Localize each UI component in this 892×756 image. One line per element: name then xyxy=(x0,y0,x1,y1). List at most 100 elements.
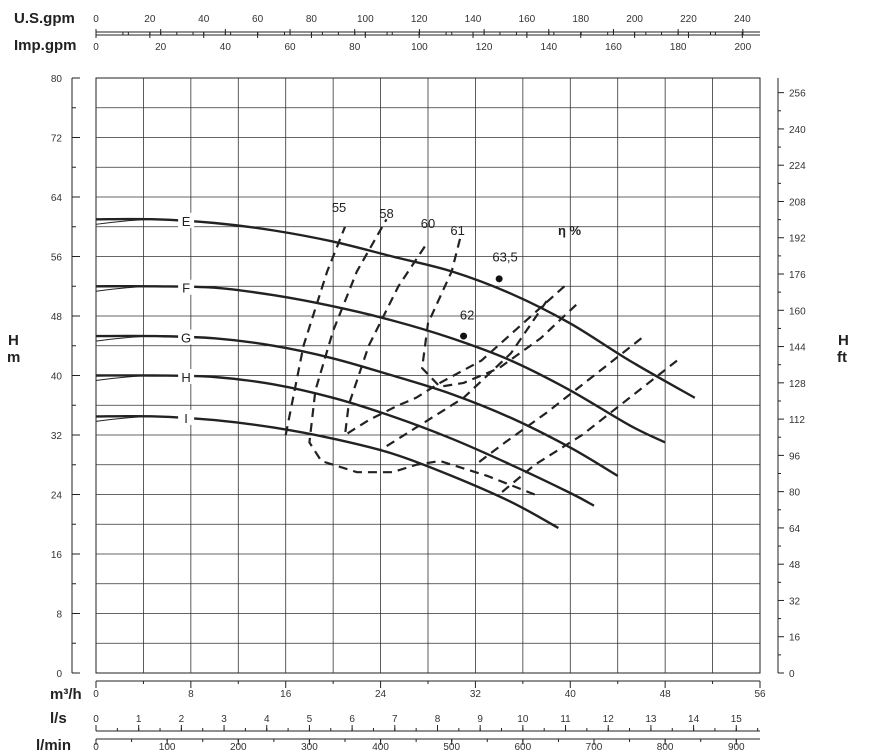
y-tick-label-ft: 64 xyxy=(789,524,801,535)
x-scale-usgpm-tick-label: 160 xyxy=(519,14,536,25)
efficiency-label: η % xyxy=(558,223,582,238)
x-scale-usgpm-tick-label: 100 xyxy=(357,14,374,25)
x-tick-label-m3h: 24 xyxy=(375,689,387,700)
x-scale-lmin-tick-label: 600 xyxy=(515,742,532,753)
x-scale-lmin-tick-label: 900 xyxy=(728,742,745,753)
x-scale-ls-tick-label: 8 xyxy=(435,714,441,725)
x-scale-impgpm-tick-label: 0 xyxy=(93,42,99,53)
x-scale-ls-tick-label: 0 xyxy=(93,714,99,725)
head-curves: E F G H I 63,5 62 xyxy=(95,212,696,530)
x-scale-ls-tick-label: 7 xyxy=(392,714,398,725)
x-scale-lmin-tick-label: 300 xyxy=(301,742,318,753)
x-scale-impgpm-tick-label: 180 xyxy=(670,42,687,53)
curve-label-i: I xyxy=(184,411,188,426)
x-scale-lmin-tick-label: 500 xyxy=(443,742,460,753)
curve-label-e: E xyxy=(182,214,191,229)
x-scale-lmin-tick-label: 200 xyxy=(230,742,247,753)
x-scale-usgpm-tick-label: 20 xyxy=(144,14,156,25)
x-tick-label-m3h: 48 xyxy=(660,689,672,700)
head-curve-lead-i xyxy=(95,415,156,422)
x-tick-label-m3h: 32 xyxy=(470,689,482,700)
x-scale-ls-tick-label: 4 xyxy=(264,714,270,725)
y-tick-label-ft: 240 xyxy=(789,125,806,136)
head-m-unit: m xyxy=(7,349,20,366)
efficiency-iso-curve xyxy=(474,337,643,466)
best-efficiency-label: 63,5 xyxy=(492,250,517,265)
x-scale-usgpm-tick-label: 200 xyxy=(626,14,643,25)
efficiency-iso-curve xyxy=(284,226,347,436)
y-tick-label-m: 48 xyxy=(51,312,63,323)
y-tick-label-ft: 160 xyxy=(789,306,806,317)
y-tick-label-ft: 32 xyxy=(789,596,801,607)
x-scale-ls-tick-label: 12 xyxy=(603,714,615,725)
head-ft-h: H xyxy=(838,332,849,349)
x-scale-impgpm-tick-label: 40 xyxy=(220,42,232,53)
y-tick-label-ft: 192 xyxy=(789,234,806,245)
x-scale-impgpm-tick-label: 200 xyxy=(734,42,751,53)
y-tick-label-m: 32 xyxy=(51,431,63,442)
y-tick-label-ft: 256 xyxy=(789,89,806,100)
best-efficiency-label: 62 xyxy=(460,308,474,323)
efficiency-curves: 55 58 60 61 xyxy=(284,200,678,496)
x-scale-ls-tick-label: 13 xyxy=(645,714,657,725)
curve-label-bg xyxy=(178,279,195,295)
y-tick-label-ft: 80 xyxy=(789,488,801,499)
x-scale-lmin-tick-label: 800 xyxy=(657,742,674,753)
y-tick-label-ft: 128 xyxy=(789,379,806,390)
y-tick-label-m: 56 xyxy=(51,253,63,264)
head-curve-lead-h xyxy=(95,375,156,381)
x-tick-label-m3h: 40 xyxy=(565,689,577,700)
x-scale-ls-tick-label: 10 xyxy=(517,714,529,725)
imp-gpm-unit: Imp.gpm xyxy=(14,37,77,54)
y-tick-label-ft: 144 xyxy=(789,343,806,354)
y-tick-label-ft: 48 xyxy=(789,560,801,571)
head-curve-i xyxy=(95,414,559,530)
y-tick-label-m: 16 xyxy=(51,550,63,561)
x-scale-impgpm-tick-label: 60 xyxy=(284,42,296,53)
efficiency-iso-curve xyxy=(308,218,536,496)
x-scale-ls-tick-label: 1 xyxy=(136,714,142,725)
curve-label-bg xyxy=(178,409,195,425)
x-scale-impgpm-tick-label: 20 xyxy=(155,42,167,53)
y-tick-label-m: 72 xyxy=(51,134,63,145)
efficiency-curve-label: 60 xyxy=(421,216,435,231)
head-curve-lead-f xyxy=(95,285,156,292)
x-scale-impgpm-tick-label: 100 xyxy=(411,42,428,53)
x-scale-usgpm-tick-label: 240 xyxy=(734,14,751,25)
head-ft-unit: ft xyxy=(837,349,847,366)
head-curve-lead-e xyxy=(95,218,156,225)
x-scale-impgpm-tick-label: 140 xyxy=(540,42,557,53)
x-scale-lmin-tick-label: 400 xyxy=(372,742,389,753)
y-tick-label-m: 24 xyxy=(51,491,63,502)
head-m-h: H xyxy=(8,332,19,349)
efficiency-iso-curve xyxy=(420,233,577,388)
x-scale-impgpm-tick-label: 160 xyxy=(605,42,622,53)
x-scale-lmin-tick-label: 0 xyxy=(93,742,99,753)
best-efficiency-point xyxy=(495,275,503,283)
efficiency-curve-label: 55 xyxy=(332,200,346,215)
y-tick-label-m: 80 xyxy=(51,74,63,85)
y-tick-label-ft: 96 xyxy=(789,451,801,462)
x-scale-ls-tick-label: 2 xyxy=(179,714,185,725)
x-scale-usgpm-tick-label: 60 xyxy=(252,14,264,25)
x-scale-ls-tick-label: 6 xyxy=(349,714,355,725)
m3h-unit: m³/h xyxy=(50,686,82,703)
head-curve-lead-g xyxy=(95,335,156,342)
x-scale-usgpm-tick-label: 120 xyxy=(411,14,428,25)
x-scale-ls-tick-label: 15 xyxy=(731,714,743,725)
best-efficiency-point xyxy=(460,332,468,340)
x-tick-label-m3h: 56 xyxy=(754,689,766,700)
curve-label-bg xyxy=(178,212,195,228)
x-tick-label-m3h: 16 xyxy=(280,689,292,700)
x-scale-ls-tick-label: 11 xyxy=(560,714,571,725)
y-tick-label-ft: 112 xyxy=(789,415,805,426)
axes: 0816243240485664728001632486480961121281… xyxy=(51,14,806,753)
efficiency-curve-label: 61 xyxy=(450,223,464,238)
grid xyxy=(95,77,761,674)
y-tick-label-m: 8 xyxy=(56,610,62,621)
curve-label-f: F xyxy=(182,281,190,296)
curve-label-g: G xyxy=(181,331,191,346)
x-scale-usgpm-tick-label: 40 xyxy=(198,14,210,25)
efficiency-curve-label: 58 xyxy=(379,206,393,221)
